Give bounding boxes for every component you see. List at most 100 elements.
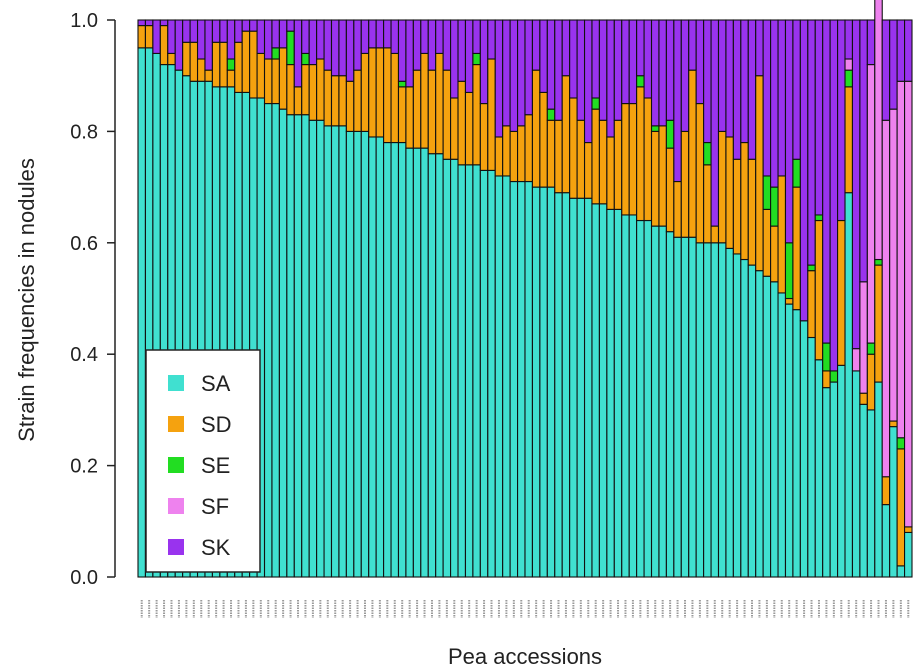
- legend-box: [145, 349, 261, 573]
- bar-segment-sd: [219, 41, 228, 88]
- accession-bar: [263, 19, 273, 578]
- bar-segment-sk: [807, 19, 816, 266]
- legend: SA SD SE SF SK: [145, 349, 261, 573]
- bar-segment-sa: [368, 136, 377, 578]
- accession-bar: [412, 19, 422, 578]
- bar-segment-sd: [606, 136, 615, 210]
- bar-segment-sd: [234, 41, 243, 93]
- bar-segment-sd: [740, 141, 749, 261]
- bar-segment-sa: [591, 203, 600, 578]
- accession-bar: [628, 19, 638, 578]
- accession-bar: [829, 19, 839, 578]
- accession-bar: [732, 19, 742, 578]
- bar-segment-sk: [502, 19, 511, 127]
- bar-segment-sa: [263, 103, 273, 578]
- bar-segment-sa: [717, 242, 727, 578]
- bar-segment-se: [636, 75, 645, 88]
- bar-segment-sd: [204, 69, 213, 82]
- bar-segment-sd: [353, 69, 362, 132]
- accession-bar: [472, 19, 481, 578]
- bar-segment-sk: [784, 19, 794, 244]
- bar-segment-sd: [211, 41, 221, 88]
- bar-segment-sd: [182, 41, 191, 77]
- bar-segment-sd: [301, 64, 310, 116]
- bar-segment-sk: [613, 19, 623, 121]
- bar-segment-sd: [323, 69, 333, 127]
- accession-bar: [368, 19, 377, 578]
- accession-bar: [583, 19, 593, 578]
- bar-segment-sk: [345, 19, 355, 82]
- bar-segment-sk: [904, 19, 913, 82]
- bar-segment-sd: [226, 69, 236, 88]
- bar-segment-se: [271, 47, 280, 60]
- bar-segment-sd: [167, 52, 176, 66]
- accession-bar: [725, 19, 734, 578]
- bar-segment-sd: [390, 52, 400, 144]
- bar-segment-sa: [658, 225, 667, 578]
- bar-segment-sd: [673, 180, 682, 238]
- bar-segment-sk: [137, 19, 146, 27]
- bar-segment-sk: [554, 19, 563, 121]
- bar-segment-sd: [412, 69, 422, 149]
- bar-segment-sk: [159, 19, 169, 27]
- bar-segment-se: [896, 437, 906, 450]
- bar-segment-sa: [837, 364, 846, 578]
- bar-segment-sk: [591, 19, 600, 99]
- bar-segment-sf: [851, 348, 861, 372]
- bar-segment-sf: [859, 281, 868, 394]
- bar-segment-sk: [703, 19, 712, 144]
- bar-segment-sa: [822, 387, 831, 578]
- legend-swatch-sd: [168, 416, 184, 432]
- bar-segment-sk: [844, 19, 854, 60]
- accession-bar: [397, 19, 407, 578]
- bar-segment-sk: [152, 19, 161, 54]
- accession-bar: [330, 19, 340, 578]
- bar-segment-sk: [241, 19, 251, 32]
- bar-segment-sk: [866, 19, 876, 66]
- bar-segment-sk: [598, 19, 608, 121]
- bar-segment-sa: [517, 180, 526, 578]
- bar-segment-sd: [874, 264, 883, 383]
- x-tick-labels: [140, 600, 910, 618]
- bar-segment-sa: [680, 236, 690, 578]
- bar-segment-se: [591, 97, 600, 110]
- bar-segment-sa: [569, 197, 578, 578]
- bar-segment-sa: [390, 141, 400, 578]
- bar-segment-sa: [383, 141, 392, 578]
- bar-segment-sd: [866, 353, 876, 411]
- bar-segment-sd: [420, 52, 429, 149]
- bar-segment-sk: [717, 19, 727, 132]
- accession-bar: [442, 19, 452, 578]
- bar-segment-sk: [412, 19, 422, 71]
- accession-bar: [383, 19, 392, 578]
- bar-segment-sd: [196, 58, 206, 82]
- bar-segment-sd: [479, 103, 489, 171]
- bar-segment-sa: [583, 197, 593, 578]
- accession-bar: [807, 19, 816, 578]
- bar-segment-se: [650, 125, 660, 132]
- bar-segment-sd: [450, 97, 459, 160]
- bar-segment-sa: [524, 180, 533, 578]
- bar-segment-sa: [874, 381, 883, 578]
- legend-swatch-sf: [168, 498, 184, 514]
- accession-bar: [814, 19, 824, 578]
- bar-segment-sa: [271, 103, 280, 578]
- bar-segment-sa: [494, 175, 504, 578]
- bar-segment-se: [665, 119, 675, 149]
- bar-segment-sk: [256, 19, 266, 54]
- bar-segment-sa: [502, 175, 511, 578]
- accession-bar: [643, 19, 653, 578]
- bar-segment-sk: [561, 19, 571, 77]
- bar-segment-sd: [621, 103, 630, 216]
- bar-segment-sa: [435, 153, 444, 578]
- bar-segment-sa: [293, 114, 303, 578]
- bar-segment-sa: [375, 136, 385, 578]
- accession-bar: [353, 19, 362, 578]
- bar-segment-sd: [598, 119, 608, 205]
- bar-segment-sk: [301, 19, 310, 54]
- accession-bar: [859, 19, 868, 578]
- bar-segment-sd: [680, 130, 690, 238]
- bar-segment-sd: [717, 130, 727, 244]
- bar-segment-sk: [889, 19, 898, 110]
- bar-segment-sa: [710, 242, 720, 578]
